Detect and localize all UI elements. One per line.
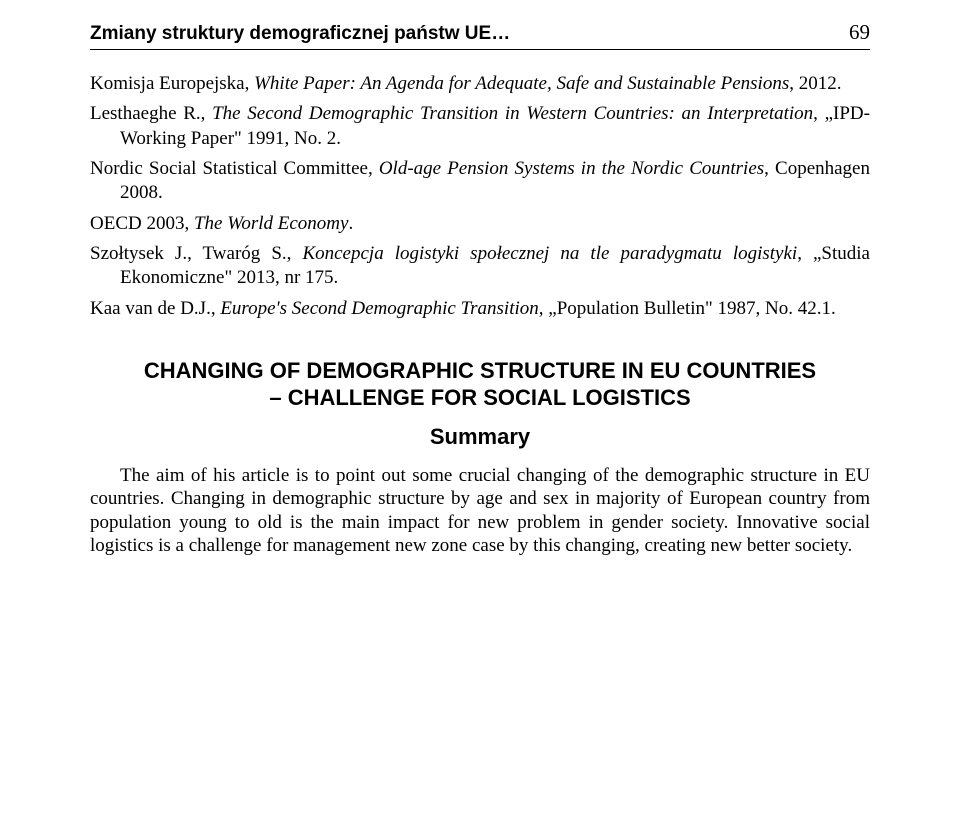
section-title-line: CHANGING OF DEMOGRAPHIC STRUCTURE IN EU … [90,357,870,385]
ref-title: Old-age Pension Systems in the Nordic Co… [379,158,764,179]
reference-item: OECD 2003, The World Economy. [90,212,870,236]
reference-item: Kaa van de D.J., Europe's Second Demogra… [90,297,870,321]
ref-post: , 2012. [789,73,841,94]
ref-pre: Nordic Social Statistical Committee, [90,158,379,179]
ref-post: . [348,213,353,234]
ref-title: Europe's Second Demographic Transition [220,298,538,319]
reference-item: Szołtysek J., Twaróg S., Koncepcja logis… [90,242,870,291]
ref-pre: Lesthaeghe R., [90,103,212,124]
page-header: Zmiany struktury demograficznej państw U… [90,20,870,50]
reference-item: Nordic Social Statistical Committee, Old… [90,157,870,206]
section-title-line: – CHALLENGE FOR SOCIAL LOGISTICS [90,384,870,412]
ref-title: White Paper: An Agenda for Adequate, Saf… [254,73,789,94]
reference-item: Komisja Europejska, White Paper: An Agen… [90,72,870,96]
reference-item: Lesthaeghe R., The Second Demographic Tr… [90,102,870,151]
summary-label: Summary [90,424,870,450]
ref-pre: Kaa van de D.J., [90,298,220,319]
page-number: 69 [849,20,870,45]
ref-pre: Komisja Europejska, [90,73,254,94]
ref-post: , „Population Bulletin" 1987, No. 42.1. [539,298,836,319]
ref-title: The Second Demographic Transition in Wes… [212,103,813,124]
running-title: Zmiany struktury demograficznej państw U… [90,23,510,45]
ref-title: Koncepcja logistyki społecznej na tle pa… [302,243,797,264]
ref-pre: Szołtysek J., Twaróg S., [90,243,302,264]
ref-pre: OECD 2003, [90,213,194,234]
section-title: CHANGING OF DEMOGRAPHIC STRUCTURE IN EU … [90,357,870,412]
summary-body: The aim of his article is to point out s… [90,464,870,558]
page: Zmiany struktury demograficznej państw U… [0,0,960,598]
ref-title: The World Economy [194,213,348,234]
